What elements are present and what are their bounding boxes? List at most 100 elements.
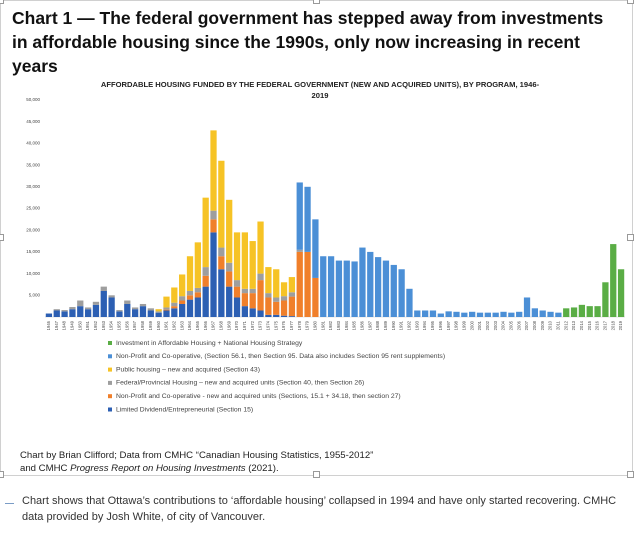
bar-segment	[296, 251, 303, 317]
bar-segment	[226, 262, 233, 272]
y-tick-label: 15,000	[26, 249, 40, 254]
bar-segment	[249, 293, 256, 309]
x-tick-label: 1977	[289, 320, 294, 330]
bar-segment	[179, 303, 186, 317]
bar-segment	[179, 274, 186, 297]
x-tick-label: 1959	[148, 320, 153, 330]
x-tick-label: 1952	[93, 320, 98, 330]
bar-segment	[69, 309, 76, 317]
bar-segment	[406, 288, 413, 317]
bar-segment	[116, 310, 123, 312]
x-tick-label: 2005	[508, 320, 513, 330]
bar-segment	[53, 309, 60, 311]
bar-segment	[288, 296, 296, 317]
resize-handle[interactable]	[0, 0, 4, 4]
bar-segment	[108, 295, 115, 298]
resize-handle[interactable]	[313, 471, 320, 478]
x-tick-label: 1993	[414, 320, 419, 330]
bar-segment	[547, 311, 554, 317]
bar-segment	[257, 273, 264, 281]
heading: Chart 1 — The federal government has ste…	[12, 8, 604, 76]
bar-segment	[194, 242, 201, 288]
bar-segment	[586, 306, 593, 317]
bar-segment	[139, 306, 147, 317]
x-tick-label: 1983	[336, 320, 341, 330]
x-tick-label: 2012	[563, 320, 568, 330]
bar-segment	[304, 251, 311, 317]
x-tick-label: 1971	[242, 320, 247, 330]
bar-segment	[280, 315, 288, 317]
bar-segment	[147, 310, 154, 317]
x-tick-label: 1984	[344, 320, 349, 330]
x-tick-label: 1978	[297, 320, 302, 330]
bar-segment	[186, 295, 194, 300]
x-tick-label: 1957	[132, 320, 137, 330]
x-tick-label: 1999	[461, 320, 466, 330]
legend-label: Public housing – new and acquired (Secti…	[116, 366, 260, 373]
resize-handle[interactable]	[627, 471, 634, 478]
x-tick-label: 1946	[46, 320, 51, 330]
bar-segment	[445, 311, 452, 317]
x-tick-label: 1948	[62, 320, 67, 330]
legend-swatch	[108, 407, 112, 412]
bar-segment	[320, 256, 327, 317]
bar-segment	[202, 286, 209, 317]
bar-segment	[100, 290, 107, 317]
bar-segment	[602, 282, 609, 317]
bar-segment	[124, 303, 131, 317]
bar-segment	[241, 293, 248, 307]
bar-segment	[45, 313, 53, 317]
bar-segment	[249, 288, 256, 294]
resize-handle[interactable]	[0, 234, 4, 241]
bar-segment	[218, 269, 225, 317]
bar-segment	[233, 297, 241, 317]
x-tick-label: 1964	[187, 320, 192, 330]
bar-segment	[171, 287, 178, 303]
source-text: (2021).	[245, 463, 279, 474]
resize-handle[interactable]	[627, 0, 634, 4]
x-tick-label: 2016	[595, 320, 600, 330]
x-tick-label: 1958	[140, 320, 145, 330]
bar-segment	[84, 307, 92, 310]
x-tick-label: 1990	[391, 320, 396, 330]
bar-segment	[288, 277, 296, 293]
bar-segment	[233, 286, 241, 298]
bar-segment	[210, 232, 217, 317]
x-tick-label: 1962	[171, 320, 176, 330]
bar-segment	[179, 296, 186, 301]
bar-segment	[84, 309, 92, 317]
bar-segment	[202, 267, 209, 276]
x-tick-label: 1992	[407, 320, 412, 330]
x-tick-label: 1988	[375, 320, 380, 330]
x-tick-label: 1968	[218, 320, 223, 330]
resize-handle[interactable]	[0, 471, 4, 478]
bar-segment	[273, 301, 280, 315]
legend-swatch	[108, 394, 112, 399]
bar-segment	[280, 300, 288, 316]
x-tick-label: 1973	[258, 320, 263, 330]
x-tick-label: 1951	[85, 320, 90, 330]
resize-handle[interactable]	[627, 234, 634, 241]
bar-segment	[69, 307, 76, 310]
x-tick-label: 1998	[454, 320, 459, 330]
bar-segment	[139, 303, 147, 307]
x-tick-label: 1989	[383, 320, 388, 330]
bar-segment	[422, 310, 429, 317]
bar-segment	[414, 310, 421, 317]
x-tick-label: 2018	[610, 320, 615, 330]
x-tick-label: 1969	[226, 320, 231, 330]
legend-swatch	[108, 380, 112, 385]
bar-segment	[132, 307, 139, 310]
y-tick-label: 35,000	[26, 162, 40, 167]
legend-label: Investment in Affordable Housing + Natio…	[116, 340, 303, 347]
resize-handle[interactable]	[313, 0, 320, 4]
bar-segment	[241, 306, 248, 317]
bar-segment	[61, 310, 68, 312]
bar-segment	[147, 308, 154, 311]
x-tick-label: 2008	[532, 320, 537, 330]
y-tick-label: 40,000	[26, 141, 40, 146]
source: Chart by Brian Clifford; Data from CMHC …	[20, 449, 373, 475]
x-tick-label: 2010	[548, 320, 553, 330]
y-tick-label: 5,000	[29, 292, 41, 297]
